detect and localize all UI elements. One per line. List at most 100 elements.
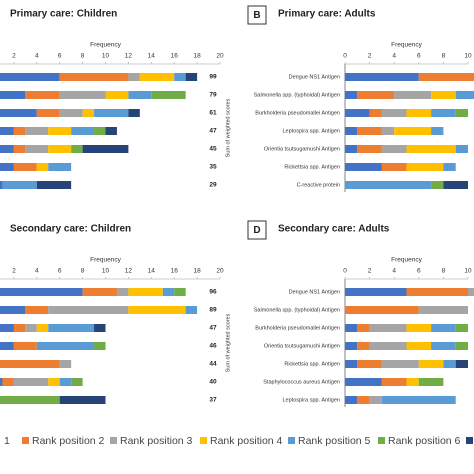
bar-segment: [13, 378, 49, 386]
x-axis-label: Frequency: [391, 257, 422, 264]
bar-segment: [406, 378, 419, 386]
bar-segment: [59, 109, 83, 117]
bar-segment: [0, 145, 14, 153]
bar-segment: [431, 324, 456, 332]
bar-segment: [36, 181, 72, 189]
bar-segment: [0, 288, 83, 296]
category-label: Burkholderia pseudomallei Antigen: [255, 325, 340, 331]
panel-title: Secondary care: Adults: [278, 224, 390, 235]
bar-segment: [455, 145, 468, 153]
sum-label: 61: [209, 110, 217, 117]
sum-label: 89: [209, 307, 217, 314]
bar-segment: [13, 163, 37, 171]
x-axis-label: Frequency: [90, 257, 121, 264]
x-tick-label: 6: [58, 53, 62, 60]
bar-segment: [345, 360, 358, 368]
x-tick-label: 16: [171, 268, 179, 275]
bar-segment: [94, 127, 106, 135]
bar-segment: [48, 145, 72, 153]
bar-segment: [345, 342, 358, 350]
legend-swatch: [466, 437, 473, 444]
bar-segment: [369, 396, 382, 404]
x-tick-label: 0: [343, 268, 347, 275]
bar-segment: [455, 360, 468, 368]
bar-segment: [2, 378, 14, 386]
x-tick-label: 10: [102, 53, 110, 60]
bar-segment: [82, 288, 117, 296]
bar-segment: [174, 288, 186, 296]
sum-label: 44: [209, 361, 217, 368]
legend-label: 1: [4, 435, 10, 447]
bar-segment: [381, 163, 407, 171]
bar-segment: [455, 342, 468, 350]
bar-segment: [13, 145, 26, 153]
category-label: Orientia tsutsugamushi Antigen: [264, 146, 340, 152]
legend-swatch: [378, 437, 385, 444]
bar-segment: [0, 91, 26, 99]
bar-segment: [13, 324, 26, 332]
category-label: Rickettsia spp. Antigen: [284, 164, 340, 170]
bar-segment: [59, 378, 72, 386]
x-tick-label: 14: [148, 268, 156, 275]
bar-segment: [381, 145, 407, 153]
sum-label: 96: [209, 289, 217, 296]
category-label: Orientia tsutsugamushi Antigen: [264, 343, 340, 349]
bar-segment: [36, 163, 49, 171]
bar-segment: [25, 306, 49, 314]
bar-segment: [357, 324, 370, 332]
bar-segment: [13, 342, 37, 350]
bar-segment: [36, 109, 60, 117]
bar-segment: [455, 324, 468, 332]
bar-segment: [406, 109, 432, 117]
bar-segment: [345, 324, 358, 332]
bar-segment: [71, 145, 83, 153]
bar-segment: [48, 306, 129, 314]
bar-segment: [59, 73, 129, 81]
x-tick-label: 10: [102, 268, 110, 275]
bar-segment: [151, 91, 186, 99]
bar-segment: [105, 91, 129, 99]
category-label: Salmonella spp. (typhoidal) Antigen: [254, 307, 340, 313]
bar-segment: [369, 342, 407, 350]
bar-segment: [48, 163, 72, 171]
bar-segment: [59, 396, 106, 404]
bar-segment: [418, 360, 444, 368]
x-tick-label: 14: [148, 53, 156, 60]
x-tick-label: 8: [81, 53, 85, 60]
x-tick-label: 2: [12, 53, 16, 60]
bar-segment: [36, 342, 95, 350]
bar-segment: [185, 306, 198, 314]
bar-segment: [0, 396, 60, 404]
bar-segment: [0, 127, 14, 135]
bar-segment: [381, 360, 419, 368]
sum-label: 29: [209, 182, 217, 189]
bar-segment: [443, 181, 468, 189]
bar-segment: [0, 378, 3, 386]
legend-label: Rank position 4: [210, 435, 283, 447]
bar-segment: [82, 109, 95, 117]
x-tick-label: 10: [464, 268, 472, 275]
x-tick-label: 8: [81, 268, 85, 275]
bar-segment: [0, 73, 60, 81]
bar-segment: [345, 163, 382, 171]
sum-label: 45: [209, 146, 217, 153]
legend-label: Rank position 2: [32, 435, 105, 447]
sum-label: 79: [209, 92, 217, 99]
bar-segment: [431, 127, 444, 135]
bar-segment: [0, 109, 37, 117]
bar-segment: [128, 288, 163, 296]
bar-segment: [406, 163, 444, 171]
bar-segment: [0, 163, 14, 171]
bar-segment: [381, 109, 407, 117]
category-label: Burkholderia pseudomallei Antigen: [255, 110, 340, 116]
x-tick-label: 6: [417, 268, 421, 275]
bar-segment: [394, 127, 432, 135]
bar-segment: [2, 181, 37, 189]
bar-segment: [25, 145, 49, 153]
x-tick-label: 4: [392, 268, 396, 275]
legend-label: Rank position 6: [388, 435, 461, 447]
bar-segment: [431, 109, 456, 117]
bar-segment: [25, 324, 37, 332]
x-tick-label: 20: [216, 268, 224, 275]
